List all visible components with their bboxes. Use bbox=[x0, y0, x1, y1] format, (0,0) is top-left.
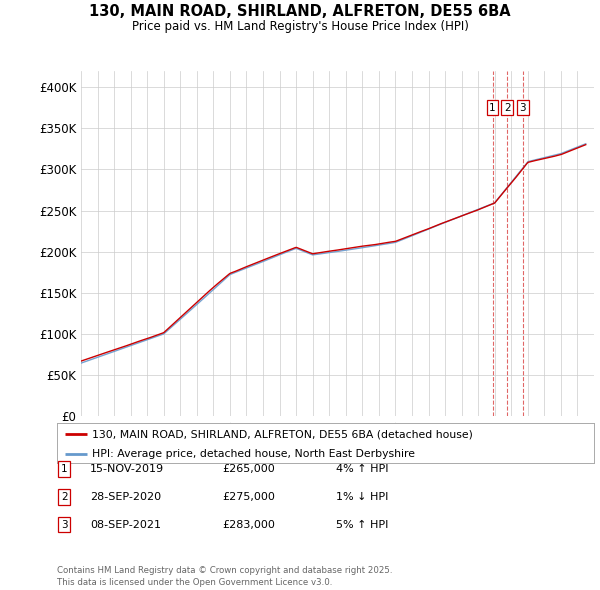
Text: 3: 3 bbox=[61, 520, 68, 529]
Text: 15-NOV-2019: 15-NOV-2019 bbox=[90, 464, 164, 474]
Text: 1% ↓ HPI: 1% ↓ HPI bbox=[336, 492, 388, 502]
Text: £265,000: £265,000 bbox=[222, 464, 275, 474]
Text: 3: 3 bbox=[520, 103, 526, 113]
Text: 08-SEP-2021: 08-SEP-2021 bbox=[90, 520, 161, 529]
Text: 4% ↑ HPI: 4% ↑ HPI bbox=[336, 464, 389, 474]
Text: 1: 1 bbox=[489, 103, 496, 113]
Text: 2: 2 bbox=[504, 103, 511, 113]
Text: £283,000: £283,000 bbox=[222, 520, 275, 529]
Text: 28-SEP-2020: 28-SEP-2020 bbox=[90, 492, 161, 502]
Text: 2: 2 bbox=[61, 492, 68, 502]
Text: Contains HM Land Registry data © Crown copyright and database right 2025.
This d: Contains HM Land Registry data © Crown c… bbox=[57, 566, 392, 587]
Text: HPI: Average price, detached house, North East Derbyshire: HPI: Average price, detached house, Nort… bbox=[92, 450, 415, 460]
Text: 130, MAIN ROAD, SHIRLAND, ALFRETON, DE55 6BA: 130, MAIN ROAD, SHIRLAND, ALFRETON, DE55… bbox=[89, 4, 511, 19]
Text: 1: 1 bbox=[61, 464, 68, 474]
Text: Price paid vs. HM Land Registry's House Price Index (HPI): Price paid vs. HM Land Registry's House … bbox=[131, 20, 469, 33]
Text: 130, MAIN ROAD, SHIRLAND, ALFRETON, DE55 6BA (detached house): 130, MAIN ROAD, SHIRLAND, ALFRETON, DE55… bbox=[92, 430, 473, 440]
Text: £275,000: £275,000 bbox=[222, 492, 275, 502]
Text: 5% ↑ HPI: 5% ↑ HPI bbox=[336, 520, 388, 529]
